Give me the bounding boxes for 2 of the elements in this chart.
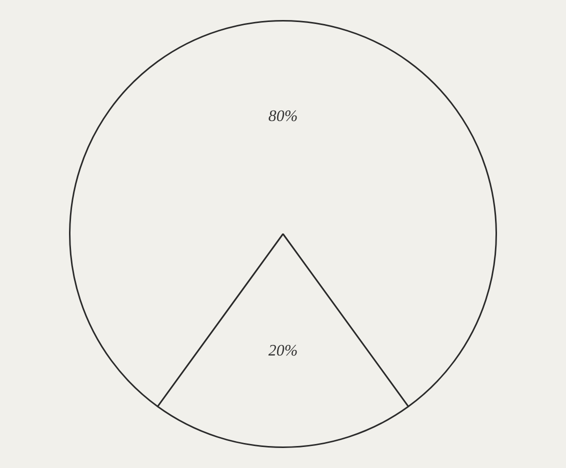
data-label: 80% [268, 108, 298, 125]
data-label: 20% [268, 342, 298, 360]
